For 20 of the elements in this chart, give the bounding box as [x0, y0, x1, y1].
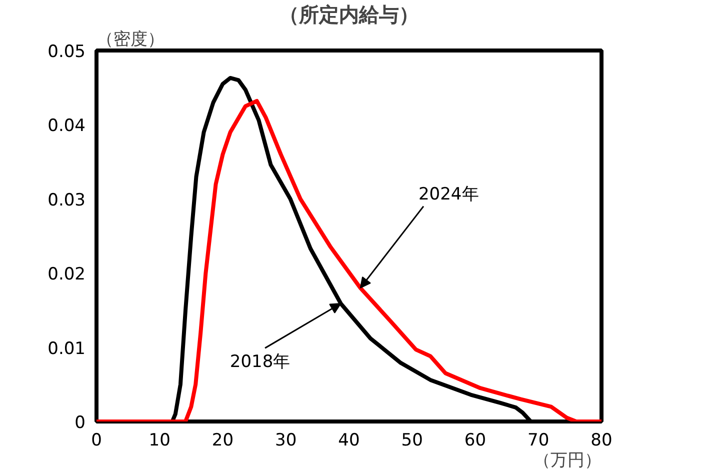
x-tick-label: 0 [91, 430, 102, 450]
y-tick-label: 0.04 [48, 116, 86, 136]
x-tick-label: 80 [590, 430, 612, 450]
y-tick-label: 0.03 [48, 190, 86, 210]
x-tick-label: 10 [148, 430, 170, 450]
y-tick-label: 0.05 [48, 42, 86, 62]
x-axis-title: （万円） [534, 450, 602, 470]
annotation: 2018年 [230, 352, 290, 372]
x-tick-label: 60 [464, 430, 486, 450]
chart-title: （所定内給与） [279, 2, 419, 26]
x-tick-label: 20 [212, 430, 234, 450]
y-tick-label: 0.01 [48, 338, 86, 359]
x-tick-label: 30 [275, 430, 297, 450]
y-axis-title: （密度） [96, 30, 164, 50]
y-tick-label: 0 [74, 413, 86, 433]
y-tick-label: 0.02 [48, 264, 86, 285]
x-tick-label: 70 [528, 430, 550, 450]
x-tick-label: 50 [401, 430, 423, 450]
x-tick-label: 40 [338, 430, 360, 450]
annotation: 2024年 [418, 184, 479, 204]
